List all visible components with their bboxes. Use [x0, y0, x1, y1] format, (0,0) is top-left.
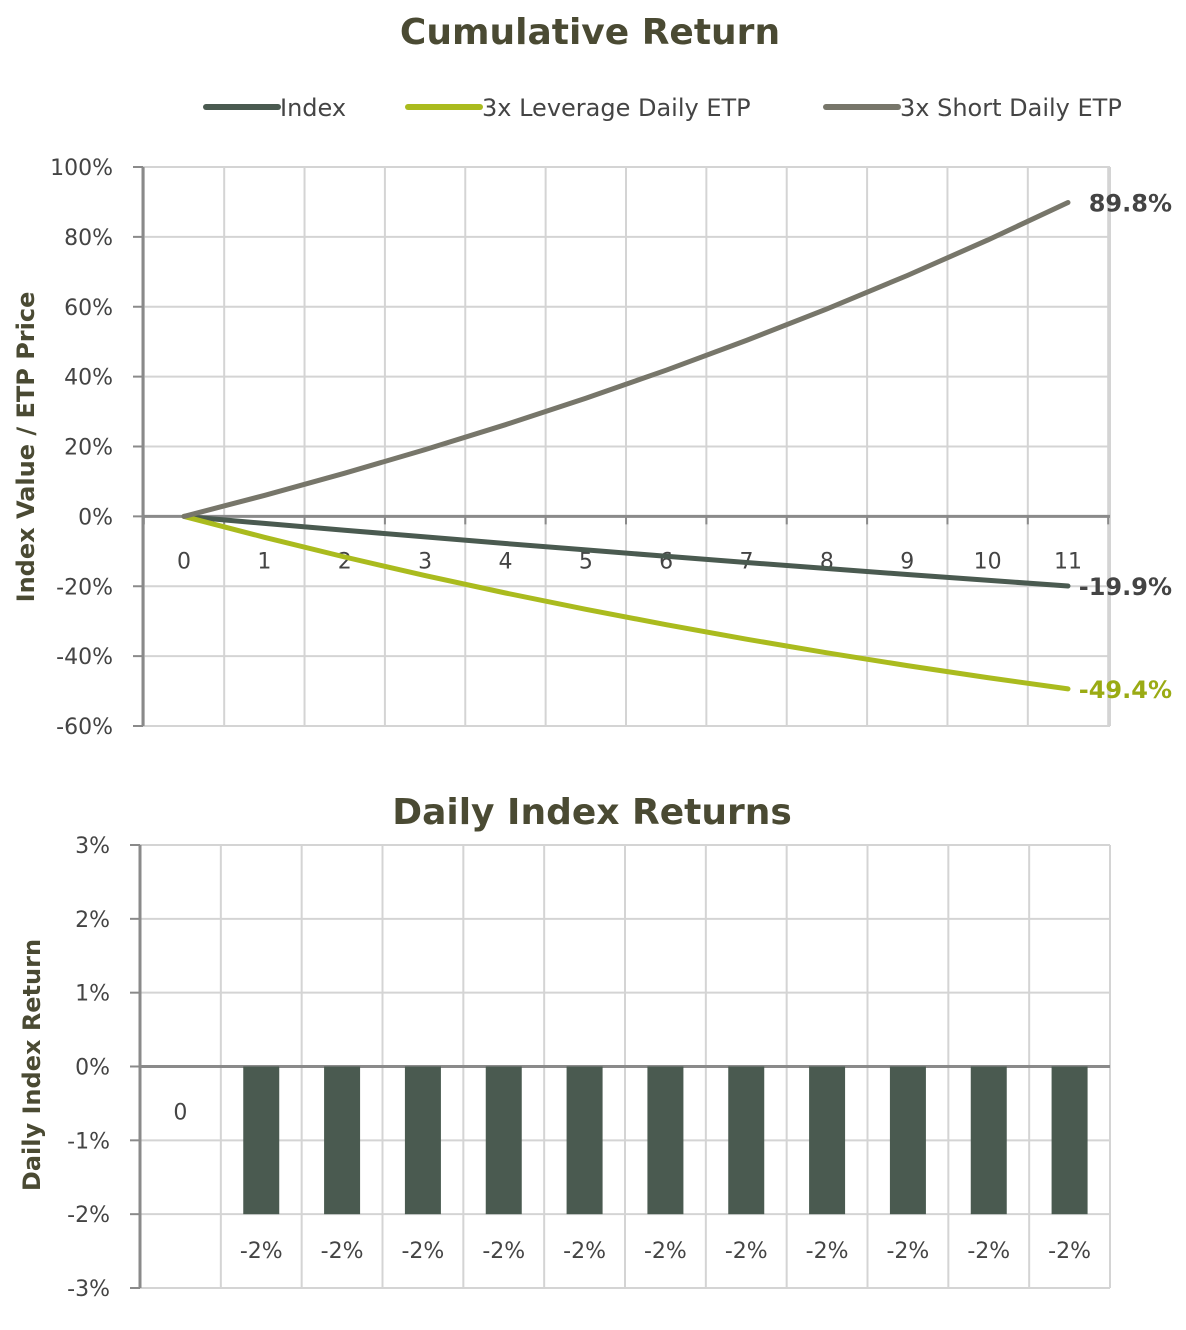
bar	[889, 1066, 926, 1215]
series-lines	[181, 200, 1071, 692]
bar-data-label: -2%	[482, 1239, 525, 1264]
legend-label: Index	[280, 94, 346, 122]
bar	[647, 1066, 684, 1215]
y-tick-label: 0%	[78, 505, 113, 530]
legend-label: 3x Leverage Daily ETP	[482, 94, 751, 122]
y-tick-label: -40%	[56, 645, 113, 670]
x-tick-label: 0	[177, 549, 191, 574]
y-tick-labels: 3% 2% 1% 0% -1% -2% -3%	[67, 834, 110, 1302]
y-tick-label: 20%	[64, 436, 113, 461]
bar	[404, 1066, 441, 1215]
x-tick-label: 1	[257, 549, 271, 574]
y-tick-label: 80%	[64, 226, 113, 251]
x-tick-label: 2	[338, 549, 352, 574]
series-line-0	[181, 513, 1071, 589]
bar-data-label: -2%	[240, 1239, 283, 1264]
bar-data-label: -2%	[886, 1239, 929, 1264]
legend-label: 3x Short Daily ETP	[900, 94, 1122, 122]
bar-data-label: -2%	[967, 1239, 1010, 1264]
bar	[485, 1066, 522, 1215]
bar	[1051, 1066, 1088, 1215]
chart-title: Cumulative Return	[400, 12, 780, 53]
y-tick-label: 2%	[75, 908, 110, 933]
bar-data-label: -2%	[725, 1239, 768, 1264]
x-tick-label: 5	[579, 549, 593, 574]
bar-data-label: -2%	[644, 1239, 687, 1264]
x-tick-label: 11	[1054, 549, 1082, 574]
end-value-label: -49.4%	[1079, 676, 1172, 704]
y-tick-label: 0%	[75, 1056, 110, 1081]
bar	[809, 1066, 846, 1215]
x-tick-label: 4	[498, 549, 512, 574]
bar-data-label: -2%	[401, 1239, 444, 1264]
bar-data-label: -2%	[806, 1239, 849, 1264]
bar-data-label: -2%	[563, 1239, 606, 1264]
y-tick-label: 40%	[64, 366, 113, 391]
series-line-1	[181, 513, 1071, 692]
y-tick-label: -1%	[67, 1129, 110, 1154]
x-tick-label: 9	[900, 549, 914, 574]
y-axis-title: Index Value / ETP Price	[12, 292, 40, 603]
y-tick-label: 3%	[75, 834, 110, 859]
y-tick-label: -3%	[67, 1277, 110, 1302]
x-tick-label: 10	[974, 549, 1002, 574]
y-tick-label: 60%	[64, 296, 113, 321]
end-labels: -19.9% -49.4% 89.8%	[1079, 190, 1172, 704]
bar-data-label: -2%	[321, 1239, 364, 1264]
bar	[728, 1066, 765, 1215]
y-tick-labels: 100% 80% 60% 40% 20% 0% -20% -40% -60%	[50, 156, 113, 740]
axes	[133, 166, 1110, 727]
bar-data-label: 0	[173, 1101, 187, 1126]
daily-index-returns-chart: Daily Index Returns Daily Index Return 3…	[18, 792, 1111, 1302]
bar-data-labels: 0 -2% -2% -2% -2% -2% -2% -2% -2% -2% -2% -2%	[173, 1101, 1091, 1265]
y-tick-label: -20%	[56, 575, 113, 600]
chart-title: Daily Index Returns	[392, 792, 792, 833]
bar	[324, 1066, 361, 1215]
bar	[566, 1066, 603, 1215]
axes	[130, 844, 1110, 1289]
end-value-label: -19.9%	[1079, 573, 1172, 601]
y-tick-label: -2%	[67, 1203, 110, 1228]
cumulative-return-chart: Cumulative Return Index 3x Leverage Daily…	[12, 12, 1172, 740]
x-tick-label: 6	[659, 549, 673, 574]
bars	[243, 1066, 1088, 1215]
y-axis-title: Daily Index Return	[18, 939, 46, 1191]
y-tick-label: 100%	[50, 156, 113, 181]
y-tick-label: 1%	[75, 982, 110, 1007]
series-line-2	[181, 200, 1071, 519]
bar	[970, 1066, 1007, 1215]
y-tick-label: -60%	[56, 715, 113, 740]
bar-data-label: -2%	[1048, 1239, 1091, 1264]
legend: Index 3x Leverage Daily ETP 3x Short Daily…	[203, 94, 1122, 122]
x-tick-label: 3	[418, 549, 432, 574]
end-value-label: 89.8%	[1089, 190, 1172, 218]
bar	[243, 1066, 280, 1215]
